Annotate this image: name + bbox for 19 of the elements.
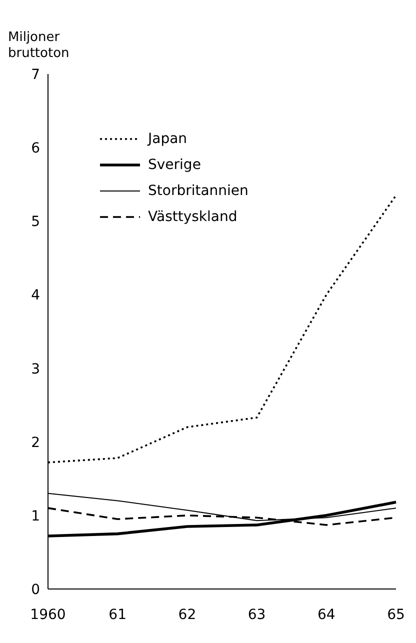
x-tick-label: 1960 bbox=[30, 606, 66, 623]
y-tick-label: 0 bbox=[31, 582, 40, 598]
legend-label: Japan bbox=[148, 131, 188, 147]
y-axis-title: Miljoner bruttoton bbox=[8, 30, 70, 62]
y-tick-label: 7 bbox=[31, 66, 40, 83]
legend-label: Västtyskland bbox=[148, 209, 238, 225]
legend-label: Storbritannien bbox=[148, 183, 248, 199]
legend-label: Sverige bbox=[148, 157, 201, 173]
x-tick-label: 61 bbox=[108, 606, 127, 623]
y-tick-label: 5 bbox=[31, 214, 40, 230]
x-tick-label: 65 bbox=[387, 606, 405, 623]
x-tick-label: 64 bbox=[317, 606, 336, 623]
y-tick-label: 6 bbox=[31, 140, 40, 157]
y-tick-label: 3 bbox=[31, 361, 40, 378]
x-tick-label: 63 bbox=[248, 606, 266, 623]
y-tick-label: 2 bbox=[31, 434, 40, 451]
x-tick-label: 62 bbox=[178, 606, 196, 623]
y-tick-label: 1 bbox=[31, 508, 40, 524]
y-tick-label: 4 bbox=[31, 288, 40, 304]
